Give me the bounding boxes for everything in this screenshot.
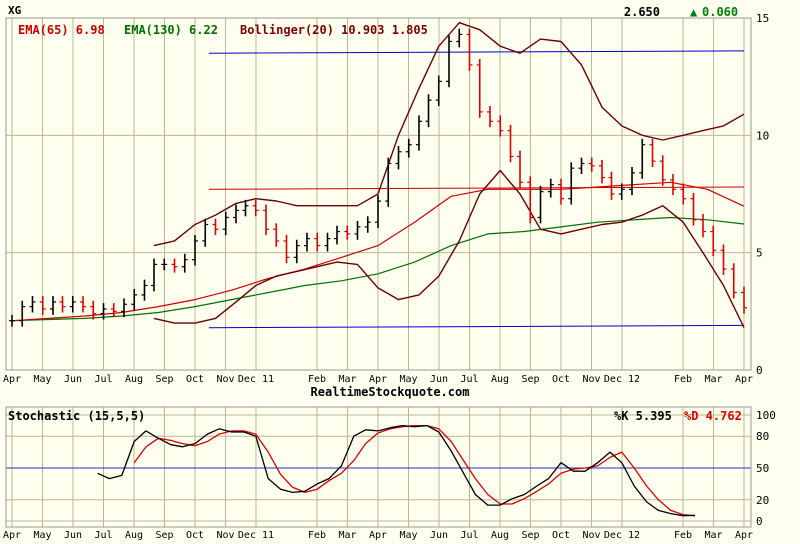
x-tick-label: Feb	[674, 374, 692, 385]
x-tick-label: Jun	[64, 374, 82, 385]
x-tick-label: Apr	[735, 374, 753, 385]
stochastic-title: Stochastic (15,5,5)	[8, 409, 145, 423]
stochastic-x-tick-label: Aug	[491, 530, 509, 540]
stochastic-x-tick-label: May	[399, 530, 417, 540]
x-tick-label: Jun	[430, 374, 448, 385]
stochastic-x-tick-label: Jun	[430, 530, 448, 540]
stochastic-tick-label: 80	[756, 430, 769, 443]
stochastic-tick-label: 20	[756, 494, 769, 507]
watermark: RealtimeStockquote.com	[311, 385, 470, 399]
last-price: 2.650	[624, 5, 660, 19]
ema65-legend: EMA(65) 6.98	[18, 23, 105, 37]
stochastic-x-tick-label: Feb	[674, 530, 692, 540]
x-tick-label: Oct	[552, 374, 570, 385]
stochastic-x-axis-labels: Apr May Jun Jul Aug Sep Oct Nov Dec 11 Feb Mar Apr M…	[3, 530, 753, 541]
stochastic-x-tick-label: Jul	[460, 530, 478, 540]
x-tick-label: Sep	[521, 374, 539, 385]
stochastic-x-tick-label: Mar	[338, 530, 356, 540]
stochastic-x-tick-label: Nov	[216, 530, 234, 540]
stochastic-x-tick-label: Mar	[704, 530, 722, 540]
ema130-legend: EMA(130) 6.22	[124, 23, 218, 37]
x-tick-label: Mar	[704, 374, 722, 385]
x-tick-label: Jul	[460, 374, 478, 385]
stochastic-x-tick-label: Feb	[308, 530, 326, 540]
stochastic-x-tick-label: Jul	[94, 530, 112, 540]
stochastic-plot-border	[5, 406, 752, 528]
ema130-line	[11, 216, 745, 322]
ohlc-bars	[9, 28, 747, 327]
stochastic-k-label: %K 5.395	[614, 409, 672, 423]
x-tick-label: Dec 12	[604, 374, 640, 385]
stochastic-x-tick-label: Oct	[186, 530, 204, 540]
stochastic-x-tick-label: Dec 12	[604, 530, 640, 540]
stochastic-x-tick-label: Dec 11	[238, 530, 274, 540]
main-plot-border	[5, 17, 752, 371]
x-tick-label: Mar	[338, 374, 356, 385]
x-tick-label: Aug	[125, 374, 143, 385]
x-tick-label: Nov	[582, 374, 600, 385]
symbol-label: XG	[8, 4, 22, 17]
stochastic-tick-label: 100	[756, 409, 776, 422]
x-tick-label: Aug	[491, 374, 509, 385]
reference-line	[208, 186, 745, 190]
bollinger-legend: Bollinger(20) 10.903 1.805	[240, 23, 428, 37]
x-tick-label: Oct	[186, 374, 204, 385]
x-axis-labels: Apr May Jun Jul Aug Sep Oct Nov Dec 11 Feb Mar Apr M…	[3, 374, 753, 385]
stochastic-tick-label: 50	[756, 462, 769, 475]
stochastic-x-tick-label: Sep	[155, 530, 173, 540]
x-tick-label: Jul	[94, 374, 112, 385]
stochastic-k-line	[97, 424, 696, 517]
x-tick-label: Sep	[155, 374, 173, 385]
change-arrow-icon: ▲	[690, 5, 698, 19]
x-tick-label: Dec 11	[238, 374, 274, 385]
stochastic-x-tick-label: May	[33, 530, 51, 540]
price-change: 0.060	[702, 5, 738, 19]
stochastic-x-tick-label: Oct	[552, 530, 570, 540]
stochastic-x-tick-label: Sep	[521, 530, 539, 540]
x-tick-label: Feb	[308, 374, 326, 385]
stochastic-y-axis-labels: 0 20 50 80 100	[756, 409, 776, 528]
x-tick-label: Apr	[3, 374, 21, 385]
price-tick-label: 15	[756, 12, 769, 25]
x-tick-label: Nov	[216, 374, 234, 385]
stochastic-grid	[6, 407, 751, 527]
bollinger-lower-line	[153, 169, 745, 328]
stochastic-d-line	[133, 424, 696, 517]
bollinger-upper-line	[153, 22, 745, 247]
stochastic-x-tick-label: Apr	[369, 530, 387, 540]
x-tick-label: May	[33, 374, 51, 385]
price-tick-label: 0	[756, 364, 763, 377]
stochastic-x-tick-label: Apr	[735, 530, 753, 540]
stochastic-tick-label: 0	[756, 515, 763, 528]
stochastic-d-label: %D 4.762	[684, 409, 742, 423]
stochastic-x-tick-label: Nov	[582, 530, 600, 540]
stochastic-series	[97, 424, 696, 517]
x-tick-label: Apr	[369, 374, 387, 385]
stochastic-x-tick-label: Jun	[64, 530, 82, 540]
stochastic-x-tick-label: Aug	[125, 530, 143, 540]
reference-line	[208, 324, 745, 329]
stochastic-x-tick-label: Apr	[3, 530, 21, 540]
price-tick-label: 10	[756, 129, 769, 142]
price-tick-label: 5	[756, 247, 763, 260]
x-tick-label: May	[399, 374, 417, 385]
price-axis-labels: 0 5 10 15	[756, 12, 769, 377]
main-series	[11, 22, 745, 329]
reference-line	[208, 50, 745, 54]
